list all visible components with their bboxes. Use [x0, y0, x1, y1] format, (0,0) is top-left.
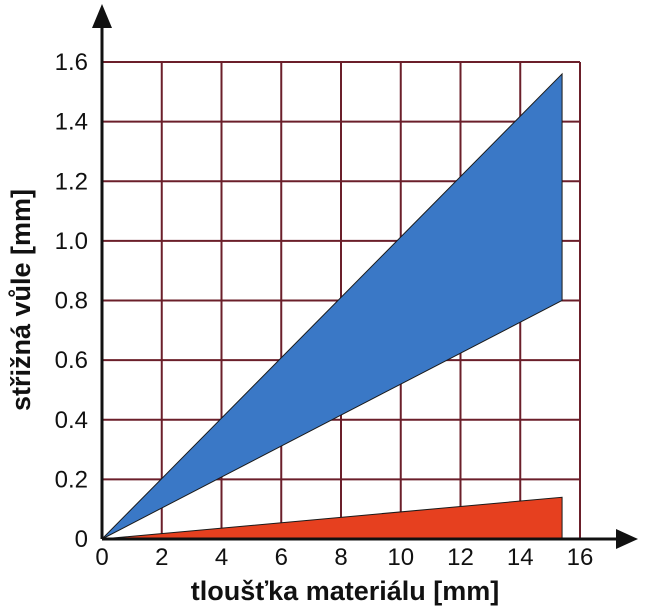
x-tick-label: 4	[215, 544, 228, 571]
y-axis-label: střižná vůle [mm]	[6, 189, 36, 411]
y-tick-label: 0	[75, 526, 88, 553]
x-axis-label: tloušťka materiálu [mm]	[191, 576, 500, 606]
x-tick-label: 2	[155, 544, 168, 571]
y-tick-label: 1.6	[55, 49, 88, 76]
y-tick-label: 1.4	[55, 109, 88, 136]
x-tick-labels: 0 2 4 6 8 10 12 14 16	[95, 544, 593, 571]
x-tick-label: 12	[447, 544, 474, 571]
y-tick-label: 0.2	[55, 466, 88, 493]
y-tick-label: 1.0	[55, 228, 88, 255]
bands	[101, 72, 563, 540]
x-tick-label: 16	[567, 544, 594, 571]
y-axis-arrow	[92, 4, 112, 28]
y-tick-label: 0.8	[55, 288, 88, 315]
x-tick-label: 10	[387, 544, 414, 571]
y-tick-label: 1.2	[55, 168, 88, 195]
x-tick-label: 0	[95, 544, 108, 571]
y-tick-label: 0.6	[55, 347, 88, 374]
axes	[92, 4, 638, 549]
clearance-band-blue	[101, 72, 563, 540]
y-tick-labels: 0 0.2 0.4 0.6 0.8 1.0 1.2 1.4 1.6	[55, 49, 88, 553]
x-tick-label: 8	[334, 544, 347, 571]
y-tick-label: 0.4	[55, 407, 88, 434]
x-tick-label: 14	[507, 544, 534, 571]
x-tick-label: 6	[275, 544, 288, 571]
x-axis-arrow	[616, 529, 638, 549]
